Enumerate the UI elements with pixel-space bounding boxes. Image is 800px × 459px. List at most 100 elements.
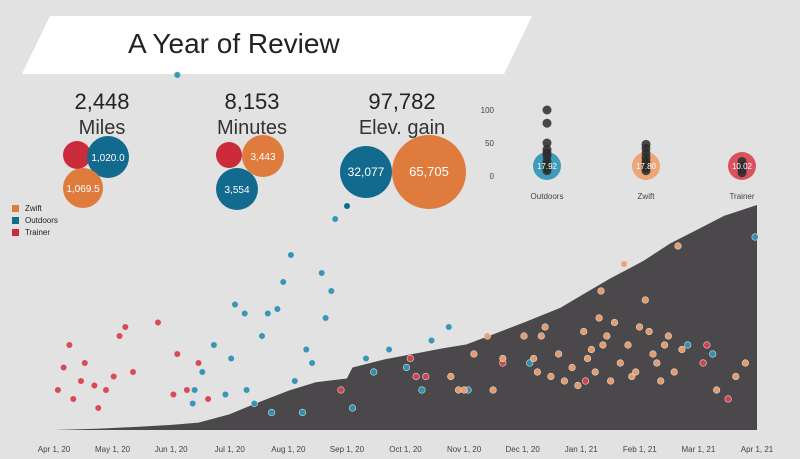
dist-point [542, 166, 552, 176]
ride-point-outdoors [189, 399, 197, 408]
cumulative-area-chart: Apr 1, 20 May 1, 20 Jun 1, 20 Jul 1, 20 Aug … [38, 71, 774, 454]
ride-point-outdoors [198, 368, 206, 376]
category-value: 17.92 [537, 162, 558, 171]
miles-value: 2,448 [74, 89, 130, 114]
ride-point-trainer [121, 323, 129, 331]
miles-label: Miles [78, 117, 126, 139]
minutes-value: 8,153 [224, 89, 280, 114]
ride-point-zwift [616, 359, 624, 367]
x-tick-label: May 1, 20 [95, 445, 131, 454]
ride-point-zwift [560, 377, 569, 385]
ride-point-zwift [580, 327, 588, 336]
ride-point-outdoors [264, 309, 272, 318]
ride-point-trainer [724, 395, 732, 403]
minutes-stat: 8,153 Minutes [192, 89, 312, 140]
ride-point-outdoors [250, 399, 258, 408]
ride-point-zwift [732, 372, 740, 381]
ride-point-outdoors [268, 408, 276, 417]
x-tick-label: Dec 1, 20 [506, 445, 541, 454]
bubble-outdoors [87, 136, 129, 178]
x-tick-label: Jul 1, 20 [215, 445, 246, 454]
category-value: 10.02 [732, 162, 753, 171]
ride-point-zwift [664, 332, 673, 340]
ride-point-outdoors [427, 336, 436, 345]
ride-point-outdoors [370, 368, 378, 376]
bubble-label: 1,069.5 [66, 184, 100, 195]
ride-point-zwift [653, 359, 661, 367]
ride-point-outdoors [418, 386, 426, 394]
dist-point [542, 118, 552, 128]
ride-point-zwift [645, 327, 653, 336]
ride-point-zwift [597, 287, 605, 295]
ride-point-zwift [591, 368, 599, 376]
ride-point-outdoors [241, 309, 249, 318]
ride-point-zwift [595, 314, 603, 322]
ride-point-outdoors [227, 354, 235, 363]
ride-point-zwift [632, 368, 640, 376]
ride-point-trainer [65, 341, 73, 349]
elevation-label: Elev. gain [358, 117, 446, 139]
bubble-label: 32,077 [348, 165, 385, 179]
legend-item-zwift[interactable]: Zwift [12, 202, 58, 214]
page-title: A Year of Review [128, 28, 340, 59]
bubble-label: 65,705 [409, 164, 449, 179]
bubble-zwift [242, 135, 284, 177]
ride-point-zwift [657, 377, 665, 385]
ride-point-zwift [674, 242, 682, 250]
ride-point-outdoors [327, 287, 335, 295]
ride-point-outdoors [210, 341, 218, 349]
ride-point-outdoors [287, 251, 295, 259]
bubble-zwift [392, 135, 466, 209]
legend-item-outdoors[interactable]: Outdoors [12, 214, 58, 226]
minutes-label: Minutes [216, 117, 288, 139]
ride-point-outdoors [526, 359, 534, 367]
bubble-trainer [63, 141, 91, 169]
ride-point-trainer [81, 359, 89, 367]
ride-point-outdoors [258, 332, 266, 340]
legend-label: Outdoors [25, 215, 58, 225]
ride-point-outdoors [445, 323, 453, 331]
category-label: Trainer [729, 192, 754, 201]
bubble-trainer [216, 142, 242, 168]
ride-point-trainer [204, 395, 212, 403]
ride-point-zwift [628, 372, 636, 381]
ride-point-trainer [102, 386, 110, 394]
x-tick-label: Apr 1, 21 [741, 445, 774, 454]
x-tick-label: Feb 1, 21 [623, 445, 657, 454]
ride-point-outdoors [348, 404, 357, 412]
ride-point-outdoors [709, 350, 717, 358]
cumulative-area [54, 205, 757, 430]
ride-point-zwift [635, 323, 644, 331]
ride-point-zwift [712, 386, 721, 394]
ride-point-trainer [703, 341, 711, 349]
x-tick-label: Aug 1, 20 [271, 445, 306, 454]
ride-point-outdoors [302, 345, 310, 354]
ride-point-outdoors [243, 386, 251, 394]
ride-point-trainer [422, 372, 430, 381]
dist-point [542, 138, 552, 148]
title-banner [22, 16, 532, 74]
ride-point-zwift [499, 354, 507, 363]
ride-point-outdoors [318, 269, 326, 277]
ride-point-zwift [587, 345, 596, 354]
ride-point-trainer [59, 363, 68, 372]
dist-point [641, 166, 651, 176]
bubble-label: 3,554 [224, 185, 249, 196]
ride-point-zwift [574, 381, 582, 390]
ride-point-zwift [624, 341, 632, 349]
legend-item-trainer[interactable]: Trainer [12, 226, 58, 238]
ride-point-trainer [699, 359, 707, 367]
x-tick-label: Sep 1, 20 [330, 445, 365, 454]
stray-point [344, 203, 350, 209]
ride-point-zwift [460, 386, 468, 394]
x-tick-label: Jan 1, 21 [565, 445, 598, 454]
ride-point-outdoors [191, 386, 199, 394]
y-tick-label: 0 [490, 172, 495, 181]
ride-point-outdoors [331, 215, 339, 223]
ride-point-trainer [412, 372, 420, 381]
ride-point-trainer [406, 354, 414, 363]
bubble-label: 3,443 [250, 152, 275, 163]
ride-point-outdoors [221, 390, 229, 399]
ride-point-outdoors [291, 377, 299, 385]
